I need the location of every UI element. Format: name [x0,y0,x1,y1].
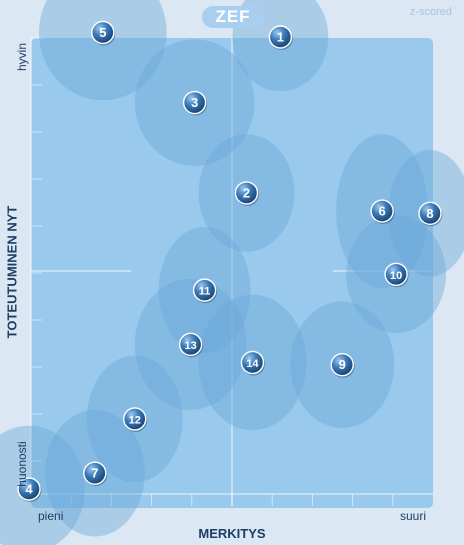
point-4-bubble [0,425,85,545]
point-13-marker[interactable]: 13 [178,332,204,358]
point-4-label: 4 [25,482,33,497]
z-scored-badge: z-scored [409,6,452,18]
y-axis-min-label: huonosti [15,441,29,487]
point-8-label: 8 [426,206,433,221]
point-6-label: 6 [379,204,386,219]
point-5-label: 5 [99,25,106,40]
point-4-marker[interactable]: 4 [17,477,42,502]
point-11-marker[interactable]: 11 [192,278,218,304]
point-11-label: 11 [199,286,211,298]
point-5-marker[interactable]: 5 [91,20,116,46]
point-1-marker[interactable]: 1 [268,25,293,50]
point-2-label: 2 [243,185,250,200]
point-3-label: 3 [191,95,198,110]
point-10-label: 10 [390,270,402,282]
point-12-label: 12 [129,414,141,426]
x-axis-title: MERKITYS [198,526,266,541]
point-5-bubble [39,0,167,101]
point-2-marker[interactable]: 2 [234,181,259,206]
point-1-label: 1 [277,30,284,45]
point-9-label: 9 [339,357,346,372]
y-axis-title: TOTEUTUMINEN NYT [4,205,20,339]
point-10-marker[interactable]: 10 [384,262,409,288]
y-axis-max-label: hyvin [15,42,29,72]
x-axis-max-label: suuri [400,509,427,523]
point-13-label: 13 [184,340,196,352]
axes [30,37,433,506]
point-14-label: 14 [246,358,259,370]
point-14-marker[interactable]: 14 [240,350,265,376]
x-axis-min-label: pieni [38,509,64,523]
point-7-marker[interactable]: 7 [83,461,108,487]
zef-logo: ZEF [202,6,264,28]
point-8-marker[interactable]: 8 [418,201,443,227]
point-6-marker[interactable]: 6 [370,199,395,225]
point-9-marker[interactable]: 9 [330,353,355,378]
point-3-marker[interactable]: 3 [182,90,208,116]
point-7-label: 7 [91,466,98,481]
point-12-marker[interactable]: 12 [123,407,148,432]
